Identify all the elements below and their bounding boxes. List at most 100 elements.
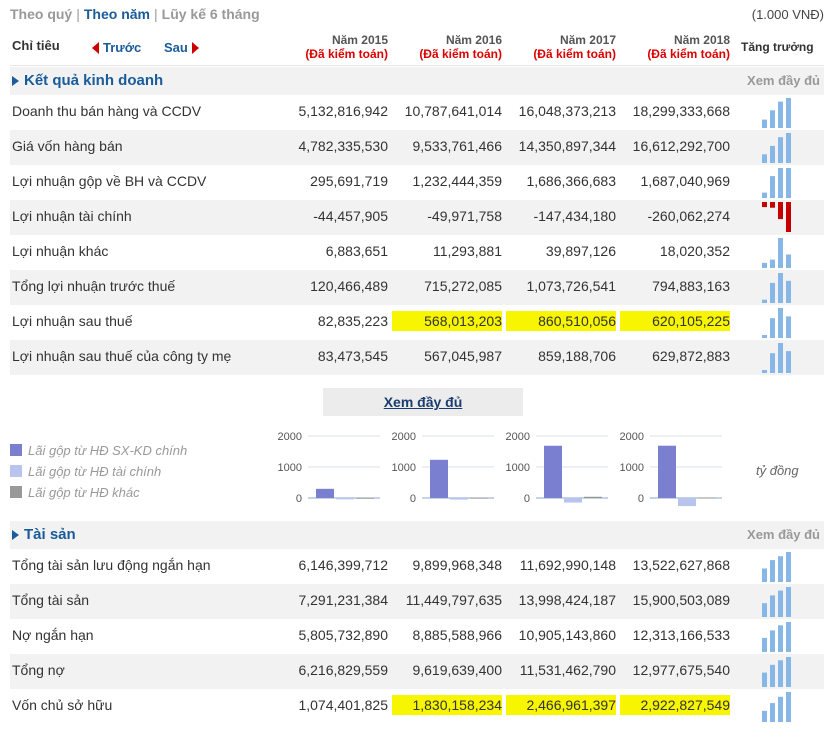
chart-bar: [356, 497, 374, 499]
row-label: Lợi nhuận sau thuế của công ty mẹ: [12, 348, 232, 364]
legend-label: Lãi gộp từ HĐ SX-KD chính: [28, 443, 188, 458]
sparkline-bar: [778, 625, 783, 652]
view-full-button[interactable]: Xem đầy đủ: [323, 388, 523, 416]
row-label: Tổng tài sản lưu động ngắn hạn: [12, 557, 211, 573]
sparkline-bar: [786, 351, 791, 373]
growth-sparkline: [762, 238, 791, 268]
mini-chart: 2000 1000 0: [386, 424, 506, 514]
cell-value: -260,062,274: [647, 208, 730, 224]
tick-label: 2000: [620, 431, 644, 443]
mini-chart: 2000 1000 0: [272, 424, 392, 514]
sparkline-bar: [778, 556, 783, 582]
section-title: Tài sản: [24, 526, 76, 543]
tick-label: 2000: [506, 431, 530, 443]
legend-swatch: [10, 486, 22, 498]
sparkline-bar: [778, 137, 783, 163]
sparkline-bar: [786, 316, 791, 338]
row-label: Giá vốn hàng bán: [12, 138, 123, 154]
view-full-link[interactable]: Xem đầy đủ: [747, 527, 820, 542]
sparkline-bar: [762, 335, 767, 338]
table-row: Tổng nợ 6,216,829,559 9,619,639,400 11,531,…: [10, 654, 824, 689]
chart-bar: [336, 498, 354, 500]
cell-value: 1,074,401,825: [298, 697, 388, 713]
tab-year[interactable]: Theo năm: [83, 6, 150, 22]
cell-value: 9,619,639,400: [412, 662, 502, 678]
sparkline-bar: [786, 587, 791, 617]
cell-value: 860,510,056: [506, 311, 616, 331]
year-header[interactable]: Năm 2015 (Đã kiểm toán): [278, 33, 388, 61]
row-label: Doanh thu bán hàng và CCDV: [12, 103, 202, 119]
sparkline-bar: [786, 280, 791, 303]
sparkline-bar: [786, 254, 791, 268]
sparkline-bar: [770, 630, 775, 652]
row-label: Tổng lợi nhuận trước thuế: [12, 278, 176, 294]
chart-bar: [430, 459, 448, 498]
year-header[interactable]: Năm 2018 (Đã kiểm toán): [620, 33, 730, 61]
tab-quarter[interactable]: Theo quý: [10, 6, 73, 22]
tick-label: 1000: [620, 462, 644, 474]
cell-value: 120,466,489: [310, 278, 388, 294]
tick-label: 0: [410, 493, 416, 505]
audit-note: (Đã kiểm toán): [419, 47, 502, 61]
tick-label: 1000: [506, 462, 530, 474]
mini-bar-chart: 2000 1000 0: [278, 431, 380, 505]
growth-sparkline: [762, 692, 791, 722]
growth-sparkline: [762, 343, 791, 373]
sparkline-bar: [778, 308, 783, 338]
period-tabs: Theo quý | Theo năm | Lũy kế 6 tháng: [10, 6, 824, 28]
row-label: Lợi nhuận khác: [12, 243, 109, 259]
sparkline-bar: [762, 154, 767, 163]
section-header-assets: Tài sản Xem đầy đủ: [10, 521, 824, 549]
growth-sparkline: [762, 657, 791, 687]
cell-value: 16,048,373,213: [518, 103, 616, 119]
table-row: Lợi nhuận khác 6,883,651 11,293,881 39,897,…: [10, 235, 824, 270]
chart-bar: [316, 488, 334, 498]
view-full-link[interactable]: Xem đầy đủ: [747, 73, 820, 88]
sparkline-bar: [762, 192, 767, 198]
mini-chart: 2000 1000 0: [614, 424, 734, 514]
cell-value: 1,073,726,541: [526, 278, 616, 294]
cell-value: 859,188,706: [538, 348, 616, 364]
cell-value: 14,350,897,344: [518, 138, 616, 154]
sparkline-bar: [762, 710, 767, 722]
year-label: Năm 2016: [445, 33, 502, 47]
legend-item: Lãi gộp từ HĐ tài chính: [10, 464, 161, 479]
sparkline-bar: [762, 262, 767, 268]
legend-label: Lãi gộp từ HĐ tài chính: [28, 464, 162, 479]
sparkline-bar: [786, 657, 791, 687]
cell-value: 620,105,225: [620, 311, 730, 331]
cell-value: 11,692,990,148: [519, 557, 616, 573]
sparkline-bar: [770, 110, 775, 128]
tab-cumulative[interactable]: Lũy kế 6 tháng: [161, 6, 260, 22]
row-label: Nợ ngắn hạn: [12, 627, 94, 643]
arrow-right-icon: [191, 42, 199, 54]
tick-label: 0: [296, 493, 302, 505]
prev-button[interactable]: Trước: [92, 40, 141, 55]
cell-value: 15,900,503,089: [632, 592, 730, 608]
sparkline-bar: [786, 552, 791, 582]
year-header[interactable]: Năm 2017 (Đã kiểm toán): [506, 33, 616, 61]
cell-value: 2,922,827,549: [620, 695, 730, 715]
next-button[interactable]: Sau: [164, 40, 199, 55]
legend-item: Lãi gộp từ HĐ SX-KD chính: [10, 443, 187, 458]
growth-sparkline: [762, 587, 791, 617]
cell-value: 39,897,126: [545, 243, 616, 259]
cell-value: 11,531,462,790: [519, 662, 616, 678]
sparkline-bar: [778, 168, 783, 198]
year-label: Năm 2017: [559, 33, 616, 47]
cell-value: 5,805,732,890: [298, 627, 388, 643]
section-title: Kết quả kinh doanh: [24, 72, 164, 89]
sparkline-bar: [770, 664, 775, 687]
table-row: Nợ ngắn hạn 5,805,732,890 8,885,588,966 10,…: [10, 619, 824, 654]
growth-sparkline: [762, 98, 791, 128]
row-label: Tổng nợ: [12, 662, 65, 678]
sparkline-bar: [762, 672, 767, 687]
chart-bar: [544, 445, 562, 498]
row-label: Lợi nhuận gộp về BH và CCDV: [12, 173, 207, 189]
cell-value: 7,291,231,384: [298, 592, 388, 608]
year-header[interactable]: Năm 2016 (Đã kiểm toán): [392, 33, 502, 61]
cell-value: 6,146,399,712: [298, 557, 388, 573]
section-arrow-icon: [12, 76, 19, 86]
sparkline-bar: [786, 622, 791, 652]
chart-bar: [698, 497, 716, 499]
